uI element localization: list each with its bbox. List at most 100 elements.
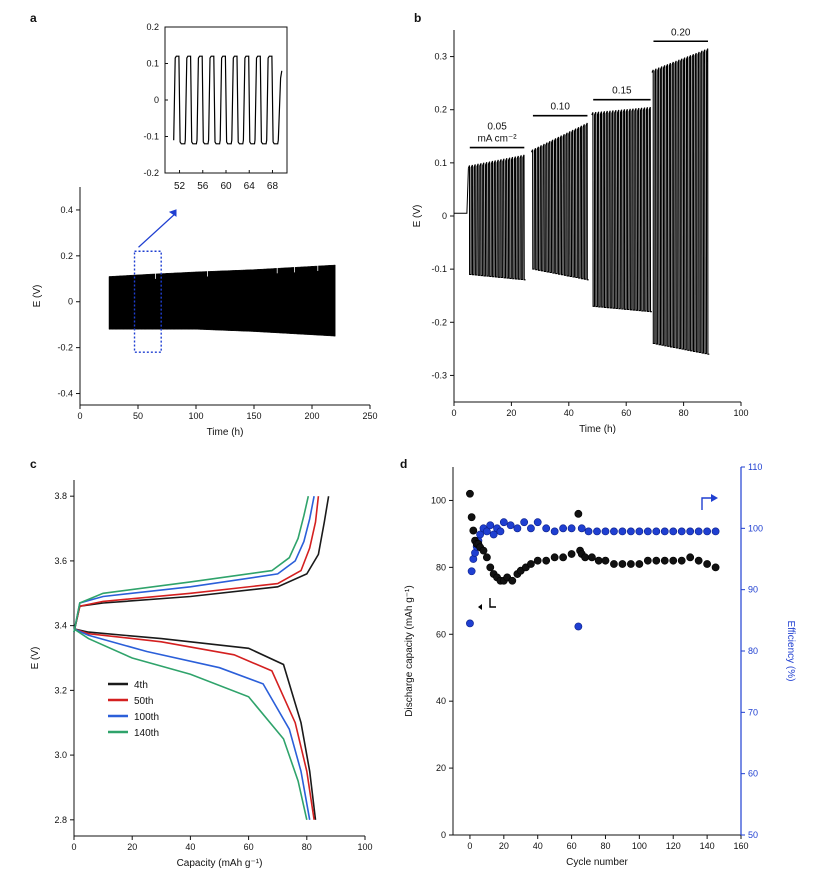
c-charge-curve	[73, 496, 320, 633]
b-rate-label: 0.15	[612, 86, 632, 97]
d-efficiency-point	[482, 527, 491, 536]
c-y-label: E (V)	[30, 647, 41, 670]
b-x-tick-label: 40	[564, 408, 574, 418]
d-x-label: Cycle number	[566, 857, 628, 868]
a-x-tick-label: 250	[362, 411, 377, 421]
b-y-tick-label: 0	[442, 211, 447, 221]
d-capacity-point	[469, 526, 478, 535]
c-legend-label: 50th	[134, 696, 153, 707]
d-efficiency-point	[584, 527, 593, 536]
c-y-tick-label: 2.8	[54, 815, 67, 825]
d-capacity-point	[618, 560, 627, 568]
d-y-label: Discharge capacity (mAh g⁻¹)	[404, 585, 415, 716]
a-x-tick-label: 200	[304, 411, 319, 421]
c-y-tick-label: 3.0	[54, 750, 67, 760]
b-voltage-segment	[591, 106, 652, 313]
b-voltage-segment	[467, 154, 526, 281]
panel-letter: b	[414, 11, 421, 25]
a-inset-x-tick-label: 56	[197, 181, 209, 192]
d-y2-tick-label: 70	[748, 707, 758, 717]
d-capacity-point	[643, 556, 652, 565]
d-capacity-point	[626, 560, 635, 568]
a-inset-y-tick-label: -0.1	[143, 132, 159, 142]
d-y2-tick-label: 80	[748, 646, 758, 656]
d-capacity-point	[486, 563, 495, 572]
d-efficiency-point	[618, 527, 627, 536]
d-capacity-point	[527, 560, 535, 568]
b-y-tick-label: 0.2	[434, 105, 447, 115]
b-y-tick-label: 0.1	[434, 158, 447, 168]
d-capacity-point	[479, 546, 488, 555]
a-inset-y-tick-label: 0.2	[146, 22, 159, 32]
c-discharge-curve	[73, 628, 308, 820]
a-inset-x-tick-label: 52	[174, 181, 186, 192]
a-x-tick-label: 150	[246, 411, 261, 421]
panel-letter: a	[30, 11, 37, 25]
a-y-tick-label: 0.2	[60, 251, 73, 261]
b-x-label: Time (h)	[579, 424, 616, 435]
d-y-tick-label: 40	[436, 696, 446, 706]
d-y2-tick-label: 60	[748, 769, 758, 779]
d-efficiency-point	[496, 527, 505, 536]
d-efficiency-point	[643, 527, 652, 536]
panel-d: d 0 20 40 60 80 100 120 140 160 0 20 40 60 80 100 50 60 70…	[400, 457, 796, 868]
a-y-label: E (V)	[32, 285, 43, 308]
d-y2-tick-label: 100	[748, 523, 763, 533]
c-x-label: Capacity (mAh g⁻¹)	[177, 858, 263, 869]
d-capacity-point	[567, 550, 576, 558]
d-efficiency-point	[635, 527, 644, 536]
panel-c: c 0 20 40 60 80 100 2.8 3.0 3.2 3.4 3.6 3.8 Capacity …	[30, 457, 373, 869]
d-x-tick-label: 0	[467, 841, 472, 851]
d-efficiency-point	[550, 527, 559, 536]
d-efficiency-point	[593, 527, 601, 536]
d-efficiency-point	[574, 622, 583, 631]
d-capacity-point	[574, 509, 583, 518]
b-voltage-segment	[651, 48, 710, 355]
d-capacity-point	[694, 556, 703, 565]
d-efficiency-point	[626, 527, 635, 536]
c-legend-label: 100th	[134, 712, 159, 723]
a-voltage-band	[108, 264, 336, 337]
a-zoom-arrow	[138, 212, 177, 248]
d-efficiency-point	[533, 518, 542, 527]
d-capacity-point	[610, 560, 618, 568]
d-capacity-point	[660, 556, 669, 565]
d-efficiency-point	[467, 567, 476, 576]
d-y-tick-label: 0	[441, 830, 446, 840]
d-efficiency-point	[506, 521, 515, 530]
d-efficiency-point	[686, 527, 695, 536]
c-x-tick-label: 0	[71, 842, 76, 852]
d-capacity-point	[703, 560, 712, 568]
d-efficiency-point	[489, 530, 498, 539]
d-capacity-point	[466, 489, 474, 498]
d-x-tick-label: 120	[666, 841, 681, 851]
a-zoom-arrowhead	[168, 209, 177, 217]
d-efficiency-point	[694, 527, 703, 536]
b-rate-label: 0.20	[671, 27, 691, 38]
d-x-tick-label: 140	[700, 841, 715, 851]
a-x-label: Time (h)	[207, 427, 244, 438]
c-charge-curve	[73, 496, 310, 633]
c-legend-label: 4th	[134, 680, 148, 691]
d-y-tick-label: 100	[431, 495, 446, 505]
d-efficiency-point	[542, 524, 551, 533]
a-highlight-box	[133, 250, 162, 353]
b-x-tick-label: 0	[451, 408, 456, 418]
c-x-tick-label: 40	[185, 842, 195, 852]
panel-b: b 0 20 40 60 80 100 -0.3 -0.2 -0.1 0 0.1 0.2 0.3 Time …	[412, 11, 749, 435]
d-efficiency-point	[711, 527, 720, 536]
d-x-tick-label: 160	[733, 841, 748, 851]
d-right-axis-arrowhead	[711, 494, 718, 502]
b-x-tick-label: 100	[733, 408, 748, 418]
c-y-tick-label: 3.2	[54, 685, 67, 695]
d-capacity-point	[601, 556, 610, 565]
a-y-tick-label: 0	[68, 297, 73, 307]
a-inset-x-tick-label: 60	[220, 181, 232, 192]
c-x-tick-label: 100	[357, 842, 372, 852]
d-capacity-point	[482, 553, 491, 562]
d-y-tick-label: 20	[436, 763, 446, 773]
d-capacity-point	[467, 513, 476, 522]
d-x-tick-label: 20	[499, 841, 509, 851]
d-capacity-point	[669, 556, 678, 565]
b-y-tick-label: -0.2	[431, 317, 447, 327]
